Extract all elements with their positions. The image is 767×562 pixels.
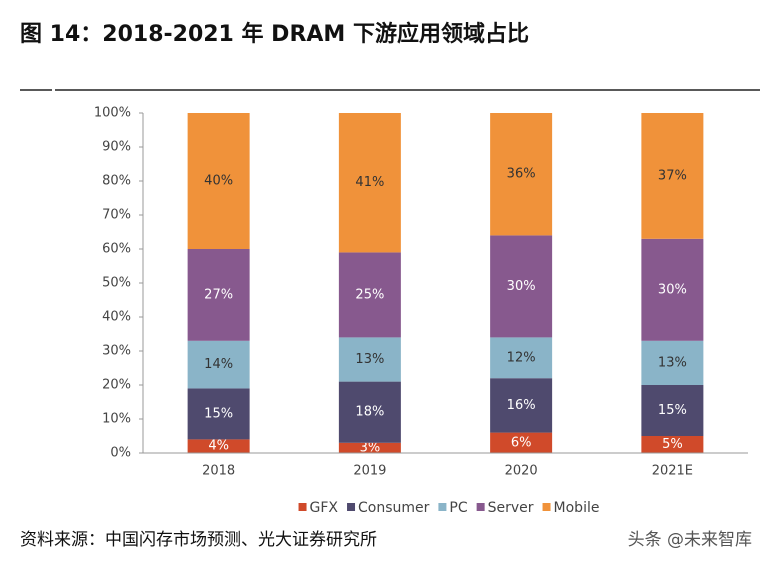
bar-segment bbox=[490, 432, 553, 453]
value-label: 36% bbox=[507, 167, 536, 182]
value-label: 13% bbox=[658, 355, 687, 370]
value-label: 40% bbox=[204, 174, 233, 189]
legend-label: Consumer bbox=[358, 500, 430, 516]
bar-segment bbox=[338, 113, 401, 253]
value-label: 5% bbox=[662, 437, 683, 452]
x-tick-label: 2021E bbox=[652, 464, 693, 479]
value-label: 16% bbox=[507, 398, 536, 413]
y-tick-label: 0% bbox=[110, 446, 131, 461]
legend-swatch bbox=[542, 503, 551, 511]
bar-segment bbox=[187, 340, 250, 389]
bar-segment bbox=[641, 436, 704, 453]
value-label: 18% bbox=[355, 405, 384, 420]
bar-segment bbox=[187, 388, 250, 440]
bar-segment bbox=[338, 337, 401, 382]
watermark: 头条 @未来智库 bbox=[628, 530, 752, 550]
y-tick-label: 30% bbox=[102, 344, 131, 359]
value-label: 4% bbox=[208, 439, 229, 454]
y-tick-label: 10% bbox=[102, 412, 131, 427]
bar-segment bbox=[490, 113, 553, 236]
y-tick-label: 90% bbox=[102, 140, 131, 155]
y-tick-label: 80% bbox=[102, 174, 131, 189]
value-label: 30% bbox=[658, 282, 687, 297]
value-label: 15% bbox=[658, 403, 687, 418]
value-label: 12% bbox=[507, 350, 536, 365]
source-note: 资料来源：中国闪存市场预测、光大证券研究所 bbox=[20, 530, 377, 550]
legend-label: GFX bbox=[310, 500, 339, 516]
legend-swatch bbox=[476, 503, 485, 511]
bar-segment bbox=[338, 252, 401, 338]
legend-label: PC bbox=[449, 500, 467, 516]
legend-label: Server bbox=[488, 500, 534, 516]
value-label: 13% bbox=[355, 352, 384, 367]
x-tick-label: 2019 bbox=[353, 464, 386, 479]
bar-segment bbox=[490, 378, 553, 433]
value-label: 37% bbox=[658, 168, 687, 183]
y-tick-label: 100% bbox=[94, 106, 131, 121]
value-label: 25% bbox=[355, 287, 384, 302]
legend-label: Mobile bbox=[554, 500, 600, 516]
value-label: 3% bbox=[360, 440, 381, 455]
x-tick-label: 2018 bbox=[202, 464, 235, 479]
legend-swatch bbox=[347, 503, 356, 511]
y-tick-label: 70% bbox=[102, 208, 131, 223]
value-label: 14% bbox=[204, 357, 233, 372]
y-tick-label: 50% bbox=[102, 276, 131, 291]
bar-segment bbox=[187, 439, 250, 453]
bar-segment bbox=[187, 113, 250, 249]
bar-segment bbox=[490, 235, 553, 338]
bar-segment bbox=[490, 337, 553, 379]
value-label: 41% bbox=[355, 175, 384, 190]
y-tick-label: 60% bbox=[102, 242, 131, 257]
bar-segment bbox=[641, 340, 704, 385]
x-tick-label: 2020 bbox=[505, 464, 538, 479]
bar-segment bbox=[338, 381, 401, 443]
bar-segment bbox=[187, 249, 250, 341]
value-label: 27% bbox=[204, 287, 233, 302]
bar-segment bbox=[641, 385, 704, 436]
value-label: 15% bbox=[204, 406, 233, 421]
bar-segment bbox=[641, 238, 704, 341]
y-tick-label: 20% bbox=[102, 378, 131, 393]
legend-swatch bbox=[438, 503, 447, 511]
bar-segment bbox=[641, 113, 704, 239]
y-tick-label: 40% bbox=[102, 310, 131, 325]
value-label: 30% bbox=[507, 279, 536, 294]
legend-swatch bbox=[298, 503, 307, 511]
chart-title: 图 14：2018-2021 年 DRAM 下游应用领域占比 bbox=[20, 21, 529, 47]
value-label: 6% bbox=[511, 435, 532, 450]
bar-segment bbox=[338, 442, 401, 453]
